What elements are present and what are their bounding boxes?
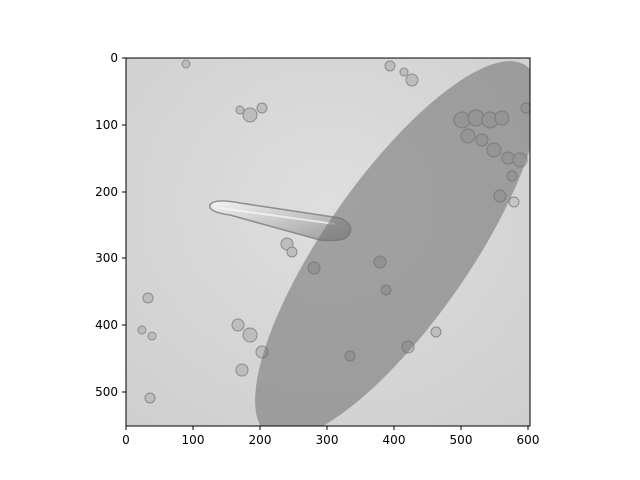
- axes-frame: [125, 57, 531, 427]
- y-tick-label: 0: [110, 51, 118, 65]
- x-tick-label: 0: [122, 433, 130, 447]
- y-tick-label: 100: [95, 118, 118, 132]
- x-tick-label: 100: [182, 433, 205, 447]
- y-axis: 0 100 200 300 400 500: [95, 51, 126, 399]
- y-tick-label: 200: [95, 185, 118, 199]
- y-tick-label: 300: [95, 251, 118, 265]
- ellipse-mask-overlay: [255, 61, 530, 426]
- x-tick-label: 200: [249, 433, 272, 447]
- x-tick-label: 600: [517, 433, 540, 447]
- x-tick-label: 300: [316, 433, 339, 447]
- x-tick-label: 400: [383, 433, 406, 447]
- x-axis: 0 100 200 300 400 500 600: [122, 426, 539, 447]
- x-tick-label: 500: [450, 433, 473, 447]
- y-tick-label: 400: [95, 318, 118, 332]
- microscopy-image: [126, 58, 530, 426]
- y-tick-label: 500: [95, 385, 118, 399]
- debris-particles: [137, 59, 442, 404]
